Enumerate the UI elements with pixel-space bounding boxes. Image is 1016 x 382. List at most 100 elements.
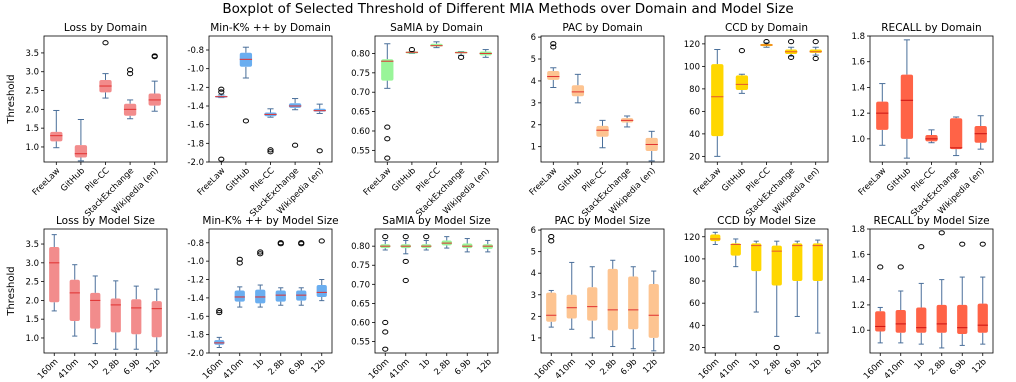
box-1b	[255, 249, 266, 308]
box-iqr	[949, 118, 963, 150]
y-tick-label: 3	[531, 99, 536, 109]
outlier-point	[897, 264, 904, 270]
box-iqr	[925, 135, 938, 142]
x-tick-label: 1b	[913, 357, 928, 372]
y-tick-label: 1.0	[851, 326, 865, 336]
box-6-9b	[462, 238, 473, 253]
y-tick-label: -1.8	[187, 331, 204, 341]
subplot-title: PAC by Domain	[562, 22, 642, 34]
x-tick-label: 1b	[87, 357, 102, 372]
axes-frame	[540, 228, 665, 354]
box-160m	[875, 264, 886, 344]
box-iqr	[900, 74, 914, 139]
x-tick-label: 12b	[805, 357, 824, 376]
box-2-8b	[110, 280, 121, 350]
box-iqr	[735, 75, 749, 90]
outlier-point	[298, 241, 305, 247]
y-tick-label: 3.0	[25, 68, 39, 78]
outlier-point	[384, 155, 391, 161]
axes-frame	[208, 35, 333, 163]
box-410m	[400, 234, 411, 284]
outlier-point	[236, 260, 243, 266]
box-160m	[49, 234, 60, 312]
box-stackexchange	[454, 51, 468, 60]
x-tick-label: 6.9b	[948, 357, 968, 377]
x-tick-label: 160m	[862, 357, 886, 381]
y-tick-label: -2.0	[187, 158, 204, 168]
x-tick-label: 1b	[418, 357, 433, 372]
y-tick-label: 60	[689, 299, 700, 309]
x-tick-label: 12b	[475, 357, 494, 376]
y-tick-label: 6	[531, 33, 536, 43]
box-1b	[421, 234, 432, 251]
y-tick-label: -1.2	[187, 83, 204, 93]
y-tick-label: 0.65	[351, 108, 370, 118]
box-iqr	[69, 279, 80, 322]
box-iqr	[566, 294, 577, 319]
y-tick-label: 1.0	[25, 334, 39, 344]
box-6-9b	[957, 241, 968, 346]
x-tick-label: GitHub	[224, 166, 252, 194]
subplot-5: CCD by Domain 20 40 60 80 100 120 FreeLawGitHub…	[684, 22, 829, 219]
y-tick-label: 1.2	[851, 301, 865, 311]
box-github	[74, 118, 88, 162]
y-tick-label: 2.0	[25, 105, 39, 115]
x-tick-label: 12b	[641, 357, 660, 376]
y-tick-label: 0.55	[351, 146, 370, 156]
x-tick-label: FreeLaw	[528, 166, 560, 198]
x-tick-label: 160m	[201, 357, 225, 381]
y-tick-label: 2	[531, 121, 536, 131]
box-12b	[482, 239, 493, 253]
box-iqr	[895, 309, 906, 333]
box-iqr	[936, 304, 947, 333]
box-160m	[546, 233, 557, 328]
y-tick-label: 5	[531, 55, 536, 65]
box-410m	[234, 256, 245, 308]
outlier-point	[918, 244, 925, 250]
box-iqr	[771, 245, 782, 286]
box-12b	[812, 239, 823, 334]
box-pile-cc	[264, 108, 277, 155]
outlier-point	[382, 329, 389, 335]
box-iqr	[875, 311, 886, 332]
y-tick-label: 1.6	[851, 58, 865, 68]
x-tick-label: 12b	[970, 357, 989, 376]
y-tick-label: 3.5	[25, 49, 39, 59]
x-tick-label: GitHub	[59, 166, 87, 194]
y-tick-label: 2	[531, 312, 536, 322]
outlier-point	[877, 264, 884, 270]
box-1b	[90, 275, 101, 345]
outlier-point	[458, 54, 465, 60]
y-tick-label: 40	[689, 130, 700, 140]
outlier-point	[267, 149, 274, 155]
subplot-title: Loss by Domain	[64, 22, 147, 34]
outlier-point	[402, 277, 409, 284]
outlier-point	[257, 249, 264, 255]
y-tick-label: 0.75	[351, 261, 370, 271]
y-tick-label: -1.0	[187, 65, 204, 75]
y-tick-label: 0.80	[351, 242, 370, 252]
x-tick-label: 2.8b	[266, 357, 286, 377]
box-pile-cc	[925, 129, 938, 144]
x-tick-label: 2.8b	[598, 357, 618, 377]
box-iqr	[90, 292, 101, 329]
subplot-title: Loss by Model Size	[56, 215, 155, 227]
box-wikipedia-en-	[479, 49, 492, 58]
box-iqr	[49, 247, 60, 303]
y-tick-label: 60	[689, 107, 700, 117]
axes-frame	[869, 228, 994, 354]
box-iqr	[546, 292, 557, 322]
box-iqr	[607, 268, 618, 331]
outlier-point	[408, 46, 415, 53]
y-tick-label: 1.4	[851, 276, 865, 286]
box-410m	[69, 264, 80, 337]
box-wikipedia-en-	[809, 39, 822, 62]
outlier-point	[257, 251, 264, 257]
y-tick-label: -1.6	[187, 312, 204, 322]
y-tick-label: 1.4	[851, 83, 865, 93]
y-tick-label: 4	[531, 269, 536, 279]
y-tick-label: 6	[531, 226, 536, 236]
